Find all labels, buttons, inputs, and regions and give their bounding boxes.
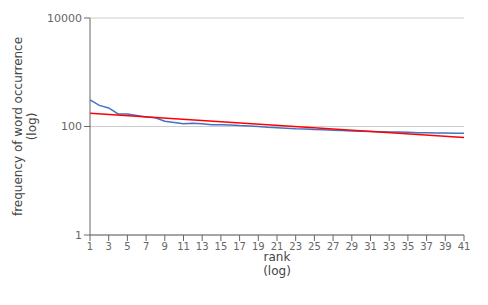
svg-text:15: 15 [215, 241, 228, 252]
svg-text:10000: 10000 [47, 12, 82, 25]
svg-text:41: 41 [458, 241, 471, 252]
svg-text:100: 100 [61, 120, 82, 133]
svg-text:21: 21 [271, 241, 284, 252]
svg-text:35: 35 [402, 241, 415, 252]
svg-text:1: 1 [87, 241, 93, 252]
svg-text:31: 31 [364, 241, 377, 252]
svg-text:3: 3 [106, 241, 112, 252]
svg-text:13: 13 [196, 241, 209, 252]
svg-text:7: 7 [143, 241, 149, 252]
svg-text:9: 9 [162, 241, 168, 252]
svg-text:25: 25 [308, 241, 321, 252]
svg-text:11: 11 [177, 241, 190, 252]
svg-text:37: 37 [420, 241, 433, 252]
svg-text:17: 17 [233, 241, 246, 252]
svg-text:19: 19 [252, 241, 265, 252]
svg-text:5: 5 [124, 241, 130, 252]
svg-text:33: 33 [383, 241, 396, 252]
svg-text:27: 27 [327, 241, 340, 252]
svg-text:29: 29 [345, 241, 358, 252]
svg-text:39: 39 [439, 241, 452, 252]
svg-text:rank(log): rank(log) [263, 250, 291, 278]
svg-text:frequency of word occurrence(l: frequency of word occurrence(log) [11, 37, 39, 216]
svg-text:1: 1 [75, 229, 82, 242]
svg-text:23: 23 [289, 241, 302, 252]
